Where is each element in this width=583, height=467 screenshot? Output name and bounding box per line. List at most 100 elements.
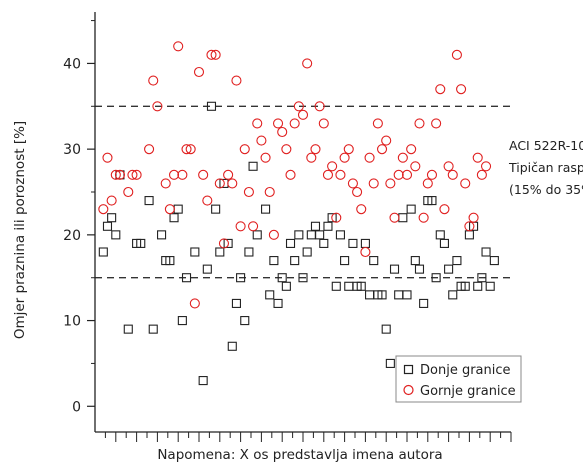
lower-bound-point [335,230,345,240]
upper-bound-point [385,178,396,189]
upper-bound-point [381,135,392,146]
lower-bound-point [369,256,379,266]
lower-bound-point [173,204,183,214]
upper-bound-point [164,204,175,215]
upper-bound-point [389,212,400,223]
lower-bound-point [102,221,113,231]
upper-bound-point [144,144,155,155]
upper-bound-point [418,212,429,223]
lower-bound-point [285,238,296,248]
upper-bound-point [102,152,113,163]
upper-bound-point [435,84,446,95]
upper-bound-point [173,41,184,52]
lower-bound-point [340,256,350,266]
annotation-line-3: (15% do 35%) [509,182,583,197]
lower-bound-point [477,273,487,283]
y-tick-label-10: 10 [63,314,81,330]
lower-bound-point [327,213,337,223]
upper-bound-point [189,298,200,309]
upper-bound-point [231,75,242,86]
upper-bound-point [181,144,192,155]
lower-bound-point [402,290,412,300]
series-gornje-granice [98,41,492,309]
lower-bound-point [319,238,329,248]
lower-bound-point [211,204,221,214]
lower-bound-point [323,221,333,231]
upper-bound-point [243,186,254,198]
upper-bound-point [260,152,271,163]
lower-bound-point [202,264,212,274]
lower-bound-point [248,161,258,171]
lower-bound-point [281,281,291,291]
upper-bound-point [318,118,329,129]
lower-bound-point [181,273,192,283]
upper-bound-point [464,221,475,232]
upper-bound-point [343,144,354,155]
upper-bound-point [235,221,246,232]
lower-bound-point [331,281,341,291]
lower-bound-point [414,264,425,274]
upper-bound-point [256,135,267,146]
annotation-line-1: ACI 522R-10 [509,138,583,153]
legend-label-lower: Donje granice [420,363,511,378]
lower-bound-point [302,247,312,257]
lower-bound-point [261,204,271,214]
upper-bound-point [281,144,292,155]
lower-bound-point [452,256,462,266]
lower-bound-point [344,281,354,291]
upper-bound-point [426,169,438,180]
lower-bound-point [277,273,287,283]
lower-bound-point [198,376,208,386]
lower-bound-point [464,230,474,240]
lower-bound-point [107,213,117,223]
upper-bound-point [185,144,196,155]
lower-bound-point [398,213,408,223]
range-annotation: ACI 522R-10 Tipičan raspon (15% do 35%) [508,138,583,197]
lower-bound-point [144,196,154,206]
lower-bound-point [240,316,250,326]
lower-bound-point [215,247,225,257]
legend-box [395,355,522,403]
lower-bound-point [111,230,121,240]
upper-bound-point [347,178,358,189]
lower-bound-point [481,247,491,257]
upper-bound-point [422,178,433,189]
lower-bound-point [448,290,458,300]
lower-bound-point [223,238,233,248]
lower-bound-point [190,247,200,257]
upper-bound-point [480,161,492,172]
lower-bound-point [157,230,167,240]
lower-bound-point [394,290,404,300]
upper-bound-point [352,186,363,198]
upper-bound-point [285,169,296,180]
upper-bound-point [114,169,126,180]
upper-bound-point [277,126,288,138]
upper-bound-point [356,204,367,215]
legend-label-upper: Gornje granice [420,384,516,399]
y-axis-label: Omjer praznina ili poroznost [%] [12,121,28,339]
legend: Donje granice Gornje granice [395,355,522,403]
upper-bound-point [410,161,421,172]
series-donje-granice [98,101,499,386]
lower-bound-point [460,281,470,291]
upper-bound-point [110,169,121,180]
upper-bound-point [476,169,487,180]
upper-bound-point [177,169,188,180]
upper-bound-point [210,49,221,60]
upper-bound-point [160,178,171,189]
lower-bound-point [310,221,321,231]
upper-bound-point [214,178,225,189]
upper-bound-point [123,186,134,198]
upper-bound-point [468,212,479,223]
upper-bound-point [364,152,375,163]
lower-bound-point [236,273,246,283]
upper-bound-point [339,152,350,163]
upper-bound-point [293,101,304,112]
upper-bound-point [168,169,180,180]
upper-bound-point [127,169,138,180]
upper-bound-point [335,169,346,180]
upper-bound-point [322,169,334,180]
y-tick-label-20: 20 [63,228,81,244]
upper-bound-point [106,195,117,206]
lower-bound-point [165,256,175,266]
